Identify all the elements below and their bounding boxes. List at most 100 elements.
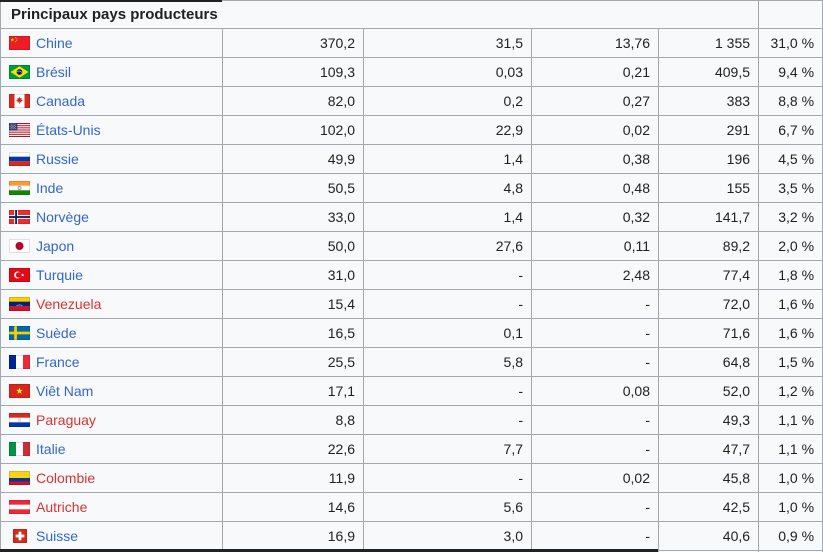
section-divider-bar <box>0 549 658 552</box>
value-cell: 0,27 <box>531 86 659 116</box>
value-cell: - <box>531 289 659 319</box>
table-row: Italie 22,6 7,7 - 47,7 1,1 % <box>0 434 823 464</box>
value-cell: 0,08 <box>531 376 659 406</box>
value-cell: 77,4 <box>657 260 760 290</box>
partial-cell <box>758 550 823 552</box>
value-cell: 52,0 <box>657 376 760 406</box>
paraguay-flag-icon <box>9 413 30 427</box>
country-link[interactable]: Inde <box>36 180 64 196</box>
value-cell: 1,6 % <box>758 289 823 319</box>
value-cell: 1,1 % <box>758 405 823 435</box>
country-cell: Viêt Nam <box>0 376 223 406</box>
value-cell: 1 355 <box>657 28 760 58</box>
value-cell: 47,7 <box>657 434 760 464</box>
country-link[interactable]: Paraguay <box>36 412 96 428</box>
country-cell: Colombie <box>0 463 223 493</box>
country-link[interactable]: États-Unis <box>36 122 101 138</box>
value-cell: 1,4 <box>363 144 532 174</box>
value-cell: 0,38 <box>531 144 659 174</box>
value-cell: 2,48 <box>531 260 659 290</box>
table-row: Japon 50,0 27,6 0,11 89,2 2,0 % <box>0 231 823 261</box>
value-cell: 4,5 % <box>758 144 823 174</box>
country-cell: Suisse <box>0 521 223 551</box>
value-cell: 1,0 % <box>758 463 823 493</box>
value-cell: 6,7 % <box>758 115 823 145</box>
country-link[interactable]: Chine <box>36 35 73 51</box>
country-cell: Canada <box>0 86 223 116</box>
value-cell: 0,21 <box>531 57 659 87</box>
value-cell: 89,2 <box>657 231 760 261</box>
value-cell: 72,0 <box>657 289 760 319</box>
country-link[interactable]: Turquie <box>36 267 83 283</box>
value-cell: - <box>363 405 532 435</box>
country-link[interactable]: France <box>36 354 80 370</box>
value-cell: 31,0 % <box>758 28 823 58</box>
value-cell: 4,8 <box>363 173 532 203</box>
value-cell: 1,5 % <box>758 347 823 377</box>
value-cell: 5,8 <box>363 347 532 377</box>
table-row: Chine 370,2 31,5 13,76 1 355 31,0 % <box>0 28 823 58</box>
value-cell: 16,9 <box>222 521 364 551</box>
value-cell: 8,8 % <box>758 86 823 116</box>
table-title-row: Principaux pays producteurs <box>0 0 823 29</box>
value-cell: 1,6 % <box>758 318 823 348</box>
country-link[interactable]: Canada <box>36 93 86 109</box>
value-cell: 17,1 <box>222 376 364 406</box>
value-cell: 3,0 <box>363 521 532 551</box>
france-flag-icon <box>9 355 30 369</box>
value-cell: 370,2 <box>222 28 364 58</box>
value-cell: 27,6 <box>363 231 532 261</box>
turkey-flag-icon <box>9 268 30 282</box>
country-cell: Paraguay <box>0 405 223 435</box>
value-cell: 1,8 % <box>758 260 823 290</box>
value-cell: 3,2 % <box>758 202 823 232</box>
value-cell: - <box>363 463 532 493</box>
value-cell: 1,4 <box>363 202 532 232</box>
value-cell: 0,02 <box>531 463 659 493</box>
value-cell: 25,5 <box>222 347 364 377</box>
value-cell: 1,0 % <box>758 492 823 522</box>
country-link[interactable]: Venezuela <box>36 296 102 312</box>
value-cell: 22,6 <box>222 434 364 464</box>
country-link[interactable]: Suède <box>36 325 77 341</box>
country-cell: Russie <box>0 144 223 174</box>
table-title-empty-cell <box>758 0 823 29</box>
value-cell: 8,8 <box>222 405 364 435</box>
table-row: États-Unis 102,0 22,9 0,02 291 6,7 % <box>0 115 823 145</box>
country-link[interactable]: Russie <box>36 151 79 167</box>
country-link[interactable]: Japon <box>36 238 75 254</box>
country-link[interactable]: Autriche <box>36 499 88 515</box>
value-cell: 102,0 <box>222 115 364 145</box>
value-cell: 0,02 <box>531 115 659 145</box>
country-link[interactable]: Suisse <box>36 528 79 544</box>
table-row: Suède 16,5 0,1 - 71,6 1,6 % <box>0 318 823 348</box>
value-cell: 0,2 <box>363 86 532 116</box>
value-cell: 50,5 <box>222 173 364 203</box>
country-cell: Venezuela <box>0 289 223 319</box>
country-link[interactable]: Colombie <box>36 470 96 486</box>
vietnam-flag-icon <box>9 384 30 398</box>
table-row: Russie 49,9 1,4 0,38 196 4,5 % <box>0 144 823 174</box>
value-cell: 40,6 <box>657 521 760 551</box>
value-cell: 82,0 <box>222 86 364 116</box>
country-link[interactable]: Italie <box>36 441 66 457</box>
table-title: Principaux pays producteurs <box>0 0 760 29</box>
value-cell: 49,9 <box>222 144 364 174</box>
table-row: Canada 82,0 0,2 0,27 383 8,8 % <box>0 86 823 116</box>
value-cell: 15,4 <box>222 289 364 319</box>
country-cell: Norvège <box>0 202 223 232</box>
country-link[interactable]: Brésil <box>36 64 72 80</box>
value-cell: 50,0 <box>222 231 364 261</box>
value-cell: 14,6 <box>222 492 364 522</box>
value-cell: 0,1 <box>363 318 532 348</box>
value-cell: 33,0 <box>222 202 364 232</box>
table-row: Brésil 109,3 0,03 0,21 409,5 9,4 % <box>0 57 823 87</box>
country-link[interactable]: Viêt Nam <box>36 383 94 399</box>
country-link[interactable]: Norvège <box>36 209 89 225</box>
table-row: Inde 50,5 4,8 0,48 155 3,5 % <box>0 173 823 203</box>
country-cell: Turquie <box>0 260 223 290</box>
value-cell: 409,5 <box>657 57 760 87</box>
value-cell: 0,32 <box>531 202 659 232</box>
country-cell: Chine <box>0 28 223 58</box>
